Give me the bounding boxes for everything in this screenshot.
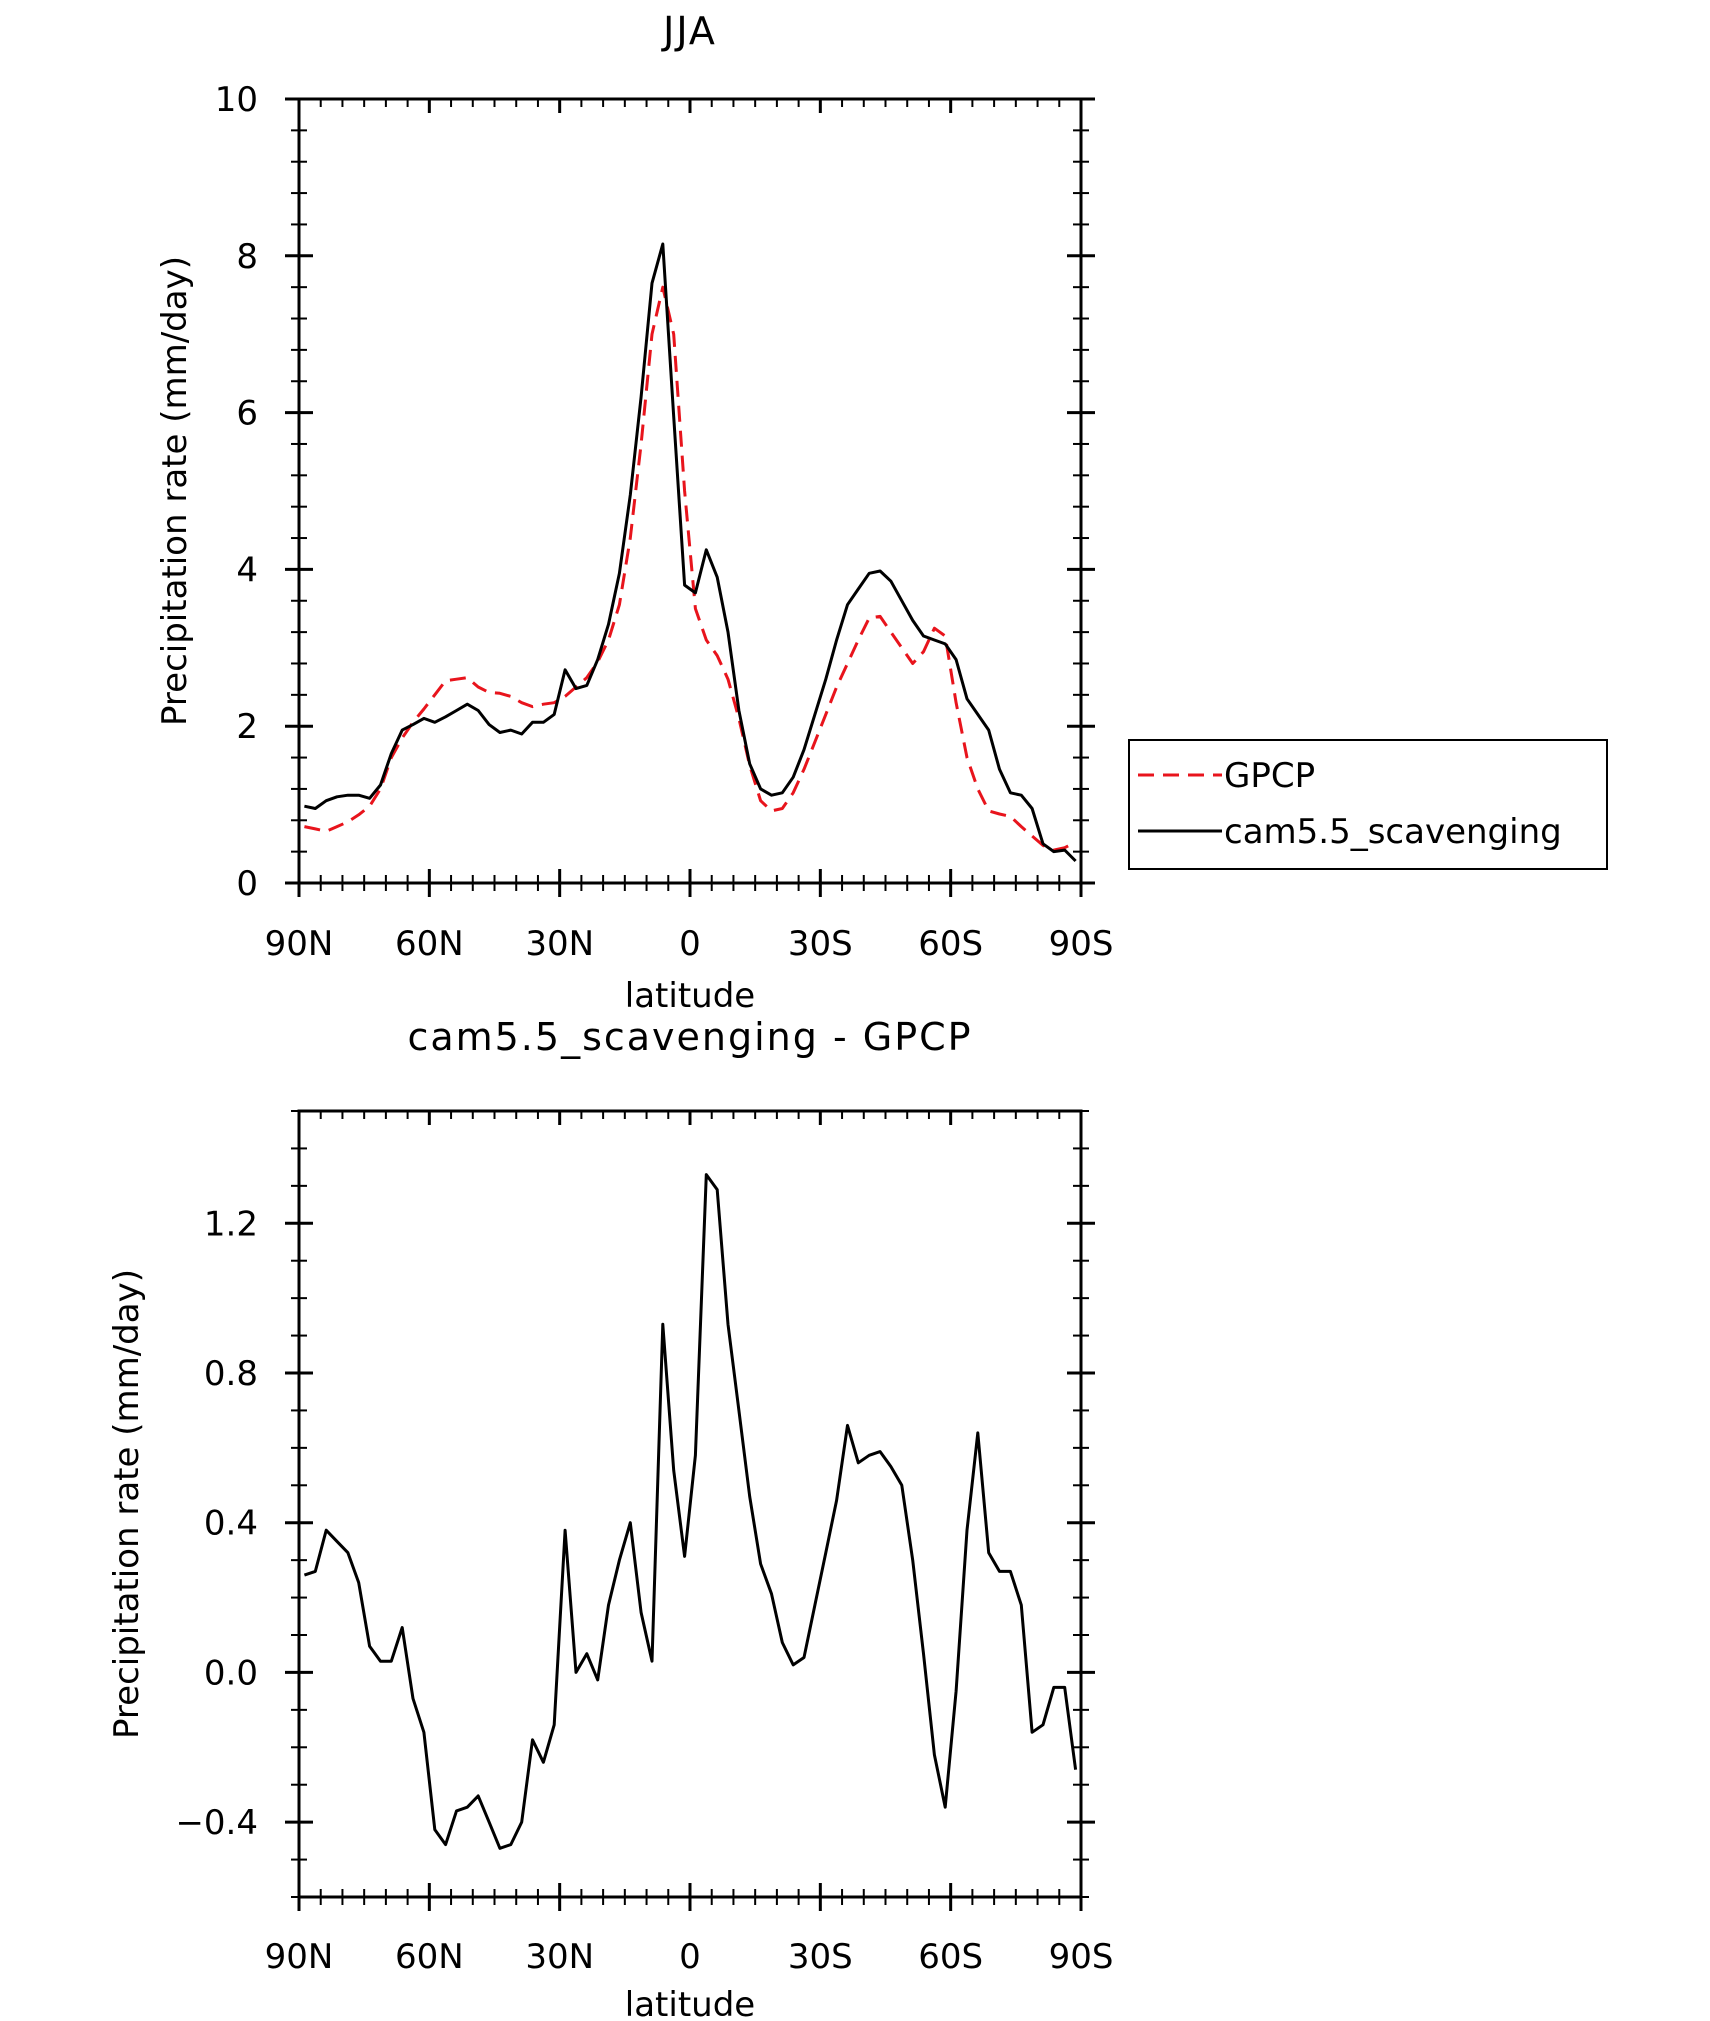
bottom-x-tick-label: 60N [395, 1937, 464, 1977]
bottom-x-tick-label: 90S [1049, 1937, 1114, 1977]
top-x-tick-label: 60N [395, 924, 464, 964]
top-y-tick-label: 6 [236, 394, 258, 434]
bottom-y-tick-label: −0.4 [175, 1803, 258, 1843]
bottom-chart-title: cam5.5_scavenging - GPCP [407, 1015, 972, 1059]
bottom-y-tick-label: 0.8 [204, 1354, 258, 1394]
top-plot-frame [297, 97, 1083, 885]
top-x-tick-label: 60S [918, 924, 983, 964]
top-x-tick-label: 0 [679, 924, 701, 964]
top-panel: JJA 90N 60N 30N 0 30S 60S 90S 0 2 4 6 8 10 Precipita… [155, 9, 1608, 1016]
top-y-tick-label: 10 [215, 80, 258, 120]
bottom-panel: cam5.5_scavenging - GPCP 90N 60N 30N 0 30S 60… [107, 1015, 1113, 2021]
bottom-x-tick-label: 90N [265, 1937, 334, 1977]
top-y-tick-label: 2 [236, 707, 258, 747]
bottom-x-tick-label: 30N [525, 1937, 594, 1977]
top-y-tick-label: 4 [236, 550, 258, 590]
bottom-x-axis-label: latitude [625, 1985, 755, 2021]
top-x-tick-label: 30N [525, 924, 594, 964]
legend: GPCP cam5.5_scavenging [1128, 739, 1608, 870]
top-series-layer [304, 242, 1077, 863]
top-chart-title: JJA [661, 9, 717, 53]
top-series-line-gpcp [304, 285, 1077, 852]
bottom-axis-ticks: 90N 60N 30N 0 30S 60S 90S −0.4 0.0 0.4 0.8 1.2 [175, 1110, 1114, 1977]
bottom-y-tick-label: 0.4 [204, 1504, 258, 1544]
bottom-x-tick-label: 0 [679, 1937, 701, 1977]
bottom-series-layer [303, 1173, 1078, 1850]
legend-label-gpcp: GPCP [1224, 756, 1315, 796]
bottom-x-tick-label: 60S [918, 1937, 983, 1977]
bottom-x-tick-label: 30S [788, 1937, 853, 1977]
top-y-tick-label: 0 [236, 864, 258, 904]
top-x-tick-label: 30S [788, 924, 853, 964]
top-x-tick-label: 90S [1049, 924, 1114, 964]
bottom-series-line-difference [303, 1173, 1078, 1850]
legend-label-cam5: cam5.5_scavenging [1224, 812, 1562, 852]
bottom-y-tick-label: 0.0 [204, 1653, 258, 1693]
top-series-line-cam5 [304, 242, 1077, 863]
bottom-y-tick-label: 1.2 [204, 1204, 258, 1244]
top-x-axis-label: latitude [625, 976, 755, 1016]
top-axis-ticks: 90N 60N 30N 0 30S 60S 90S 0 2 4 6 8 10 [215, 80, 1114, 964]
bottom-y-axis-label: Precipitation rate (mm/day) [107, 1269, 147, 1739]
top-y-tick-label: 8 [236, 237, 258, 277]
top-y-axis-label: Precipitation rate (mm/day) [155, 256, 195, 726]
top-x-tick-label: 90N [265, 924, 334, 964]
legend-box [1128, 739, 1608, 870]
